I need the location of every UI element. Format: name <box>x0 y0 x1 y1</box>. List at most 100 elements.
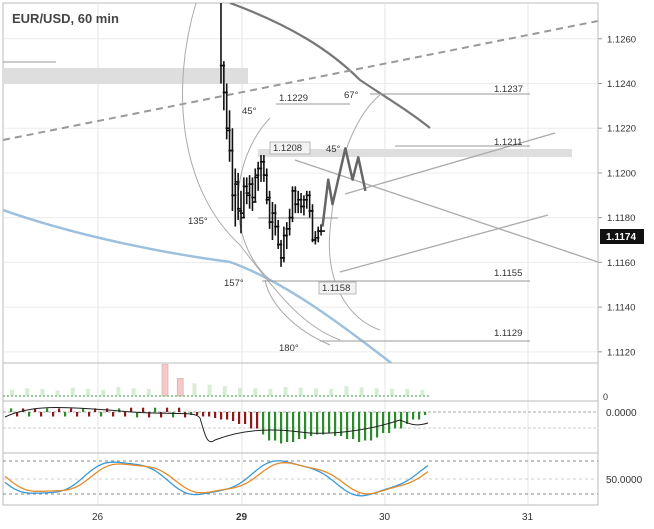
macd-bar <box>10 408 13 412</box>
macd-bar <box>94 408 97 412</box>
y-tick-label: 1.1160 <box>607 258 635 269</box>
level-label-1211: 1.1211 <box>494 137 522 148</box>
x-tick-31: 31 <box>522 512 534 523</box>
macd-bar <box>424 412 427 415</box>
macd-bar <box>304 412 307 439</box>
macd-bar <box>118 408 121 412</box>
level-label-1229: 1.1229 <box>279 93 308 104</box>
macd-bar <box>160 412 163 418</box>
angle-label-67: 67° <box>344 90 359 101</box>
macd-bar <box>244 412 247 424</box>
current-price-badge <box>600 229 644 244</box>
x-tick-29: 29 <box>236 512 248 523</box>
fan-line-upper <box>294 159 598 263</box>
volume-panel <box>10 364 425 397</box>
y-tick-label: 1.1200 <box>607 168 636 179</box>
volume-bar <box>344 386 349 396</box>
macd-bar <box>196 412 199 415</box>
macd-bar <box>358 412 361 442</box>
macd-bar <box>388 412 391 433</box>
macd-bar <box>124 412 127 417</box>
volume-bar <box>25 388 30 396</box>
y-tick-label: 1.1120 <box>607 347 635 358</box>
macd-bar <box>142 407 145 412</box>
volume-bar <box>131 388 136 396</box>
macd-bar <box>364 412 367 441</box>
price-bars <box>219 3 326 267</box>
macd-bar <box>58 408 61 412</box>
macd-bar <box>232 412 235 421</box>
volume-bar <box>390 389 394 396</box>
macd-bar <box>88 412 91 417</box>
fan-line-top <box>344 132 556 195</box>
macd-bar <box>166 407 169 412</box>
angle-label-157: 157° <box>224 278 244 289</box>
level-box-1158 <box>318 281 357 295</box>
y-tick-label: 1.1140 <box>607 303 635 314</box>
y-tick-label: 1.1260 <box>607 34 636 45</box>
volume-bar <box>283 386 288 396</box>
macd-bar <box>412 412 415 420</box>
level-label-1158: 1.1158 <box>322 283 350 294</box>
stoch-mid-value: 50.0000 <box>606 475 643 486</box>
macd-bar <box>298 412 301 439</box>
angle-label-45-b: 45° <box>326 144 341 155</box>
macd-bar <box>184 412 187 418</box>
macd-bar <box>256 412 259 429</box>
resistance-zone-2 <box>258 149 572 157</box>
macd-bar <box>310 412 313 436</box>
arc-mid <box>264 279 331 346</box>
macd-bar <box>16 412 19 417</box>
macd-bar <box>226 412 229 420</box>
level-label-1208: 1.1208 <box>273 143 302 154</box>
macd-bar <box>238 412 241 424</box>
volume-bar <box>405 389 410 396</box>
volume-bar <box>55 390 60 396</box>
macd-bar <box>394 412 397 429</box>
macd-bar <box>334 412 337 436</box>
macd-bar <box>406 412 409 424</box>
macd-zero-value: 0.0000 <box>606 408 637 419</box>
volume-bar <box>10 389 14 396</box>
macd-bar <box>220 412 223 420</box>
macd-bar <box>202 412 205 417</box>
macd-bar <box>328 412 331 433</box>
volume-bar <box>40 389 45 396</box>
volume-bar <box>359 387 364 396</box>
chart-title: EUR/USD, 60 min <box>12 11 119 26</box>
macd-bar <box>268 412 271 441</box>
y-tick-label: 1.1180 <box>607 213 635 224</box>
macd-bar <box>292 412 295 442</box>
volume-bar <box>86 389 90 396</box>
macd-bar <box>34 408 37 412</box>
macd-bar <box>418 412 421 420</box>
macd-bar <box>112 412 115 417</box>
x-tick-30: 30 <box>379 512 391 523</box>
price-axis: 1.1260 1.1240 1.1220 1.1200 1.1180 1.1160 1.11… <box>598 34 636 358</box>
macd-bar <box>154 407 157 412</box>
macd-bar <box>352 412 355 439</box>
macd-signal-line <box>4 407 429 442</box>
macd-bar <box>46 408 49 412</box>
volume-bar <box>329 389 334 396</box>
volume-bar <box>222 386 227 396</box>
arc-right <box>328 94 381 331</box>
volume-bar <box>70 387 75 396</box>
x-tick-26: 26 <box>92 512 104 523</box>
macd-bar <box>76 412 79 417</box>
volume-bar <box>238 387 242 396</box>
macd-bar <box>82 408 85 412</box>
angle-label-45-a: 45° <box>242 106 257 117</box>
macd-bar <box>340 412 343 436</box>
macd-bar <box>136 412 139 418</box>
time-axis: 26 29 30 31 <box>92 512 534 523</box>
stoch-d-line <box>4 462 429 495</box>
level-label-1155: 1.1155 <box>494 268 522 279</box>
macd-bar <box>28 412 31 417</box>
macd-bar <box>262 412 265 435</box>
macd-bar <box>190 412 193 415</box>
macd-bar <box>370 412 373 441</box>
blue-moving-average <box>3 208 394 363</box>
level-label-1237: 1.1237 <box>494 84 523 95</box>
chart-frame <box>2 2 599 506</box>
